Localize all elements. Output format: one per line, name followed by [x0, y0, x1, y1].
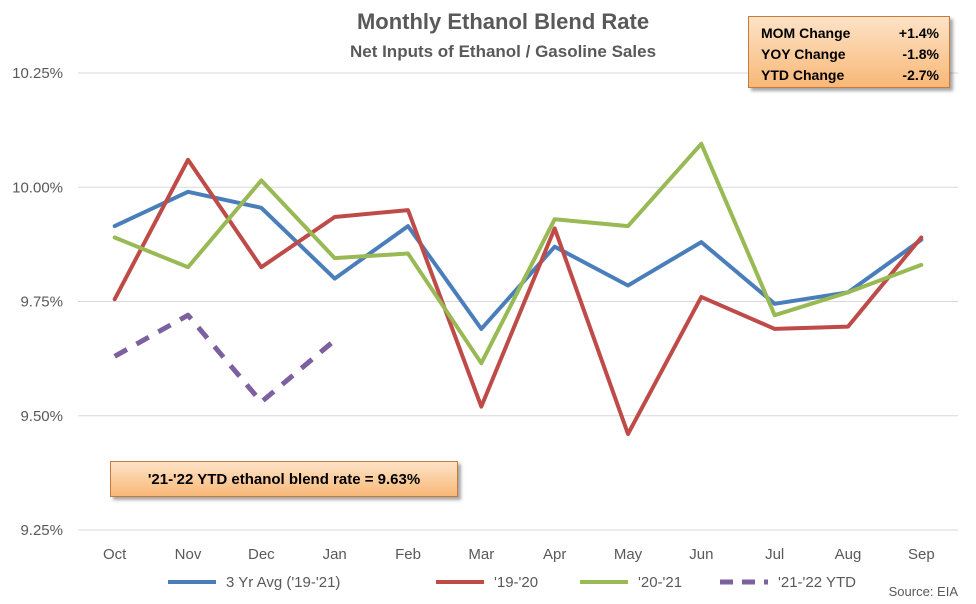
- x-tick-label: Jan: [323, 546, 347, 563]
- chart-subtitle: Net Inputs of Ethanol / Gasoline Sales: [350, 42, 656, 61]
- y-tick-label: 9.25%: [20, 522, 63, 539]
- series-line: [112, 141, 924, 366]
- legend: 3 Yr Avg ('19-'21) '19-'20 '20-'21 '21-'22 …: [168, 574, 856, 591]
- stat-value: -2.7%: [902, 67, 939, 83]
- series-lines: [112, 141, 924, 436]
- source-note: Source: EIA: [889, 584, 959, 599]
- series-line: [113, 312, 337, 405]
- x-tick-label: Dec: [248, 546, 275, 563]
- y-tick-label: 10.25%: [12, 65, 63, 82]
- stat-label: YTD Change: [761, 67, 845, 83]
- stat-value: +1.4%: [898, 25, 939, 41]
- y-tick-label: 10.00%: [12, 179, 63, 196]
- x-tick-label: Sep: [908, 546, 935, 563]
- x-tick-label: Apr: [543, 546, 566, 563]
- x-tick-label: Jun: [689, 546, 713, 563]
- x-tick-label: Feb: [395, 546, 421, 563]
- chart-title: Monthly Ethanol Blend Rate: [357, 9, 649, 34]
- stat-label: MOM Change: [761, 25, 851, 41]
- y-axis-ticks: 9.25% 9.50% 9.75% 10.00% 10.25%: [12, 65, 63, 539]
- x-tick-label: Nov: [175, 546, 202, 563]
- y-tick-label: 9.50%: [20, 408, 63, 425]
- x-axis-ticks: Oct Nov Dec Jan Feb Mar Apr May Jun Jul Aug Sep: [103, 546, 935, 563]
- legend-label: '19-'20: [494, 574, 538, 591]
- legend-label: '20-'21: [638, 574, 682, 591]
- x-tick-label: May: [614, 546, 643, 563]
- stat-row-ytd: YTD Change -2.7%: [761, 65, 939, 86]
- series-line: [112, 157, 924, 436]
- x-tick-label: Aug: [835, 546, 862, 563]
- x-tick-label: Jul: [765, 546, 784, 563]
- stat-row-yoy: YOY Change -1.8%: [761, 44, 939, 65]
- change-summary-box: MOM Change +1.4% YOY Change -1.8% YTD Ch…: [748, 16, 950, 88]
- legend-label: '21-'22 YTD: [778, 574, 856, 591]
- stat-row-mom: MOM Change +1.4%: [761, 23, 939, 44]
- stat-label: YOY Change: [761, 46, 846, 62]
- x-tick-label: Mar: [468, 546, 494, 563]
- x-tick-label: Oct: [103, 546, 127, 563]
- gridlines: [78, 72, 958, 531]
- y-tick-label: 9.75%: [20, 294, 63, 311]
- legend-label: 3 Yr Avg ('19-'21): [226, 574, 340, 591]
- stat-value: -1.8%: [902, 46, 939, 62]
- ytd-blend-rate-note: '21-'22 YTD ethanol blend rate = 9.63%: [110, 461, 458, 497]
